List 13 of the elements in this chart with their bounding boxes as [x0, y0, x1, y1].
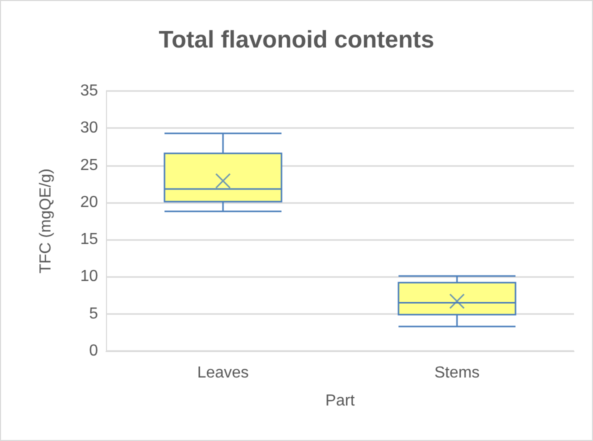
x-axis-title: Part [325, 392, 356, 410]
y-axis-title: TFC (mgQE/g) [38, 168, 54, 274]
y-tick-label: 5 [89, 305, 98, 322]
y-tick-label: 35 [80, 82, 98, 100]
chart-title: Total flavonoid contents [158, 26, 434, 54]
y-tick-label: 0 [89, 342, 98, 360]
y-tick-label: 10 [80, 268, 98, 286]
x-tick-label: Stems [434, 364, 480, 382]
y-tick-label: 20 [80, 194, 98, 211]
y-tick-label: 25 [80, 156, 98, 174]
y-tick-label: 15 [80, 231, 98, 248]
y-tick-label: 30 [80, 120, 98, 137]
x-tick-label: Leaves [197, 364, 249, 382]
